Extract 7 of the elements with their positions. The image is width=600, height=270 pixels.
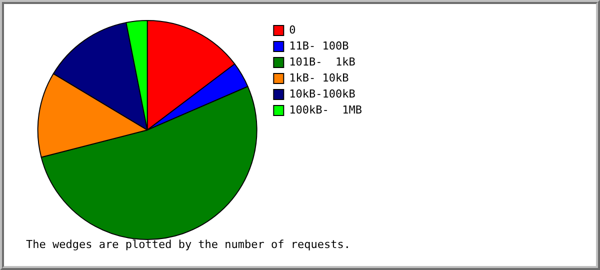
legend-label: 10kB-100kB — [289, 87, 356, 100]
legend-label: 101B- 1kB — [289, 55, 356, 68]
legend-label: 1kB- 10kB — [289, 71, 350, 84]
legend-label: 11B- 100B — [289, 39, 350, 52]
legend-label: 0 — [289, 23, 296, 36]
legend-label: 100kB- 1MB — [289, 103, 362, 116]
text: The wedges are plotted by the number of requests. — [26, 238, 351, 251]
